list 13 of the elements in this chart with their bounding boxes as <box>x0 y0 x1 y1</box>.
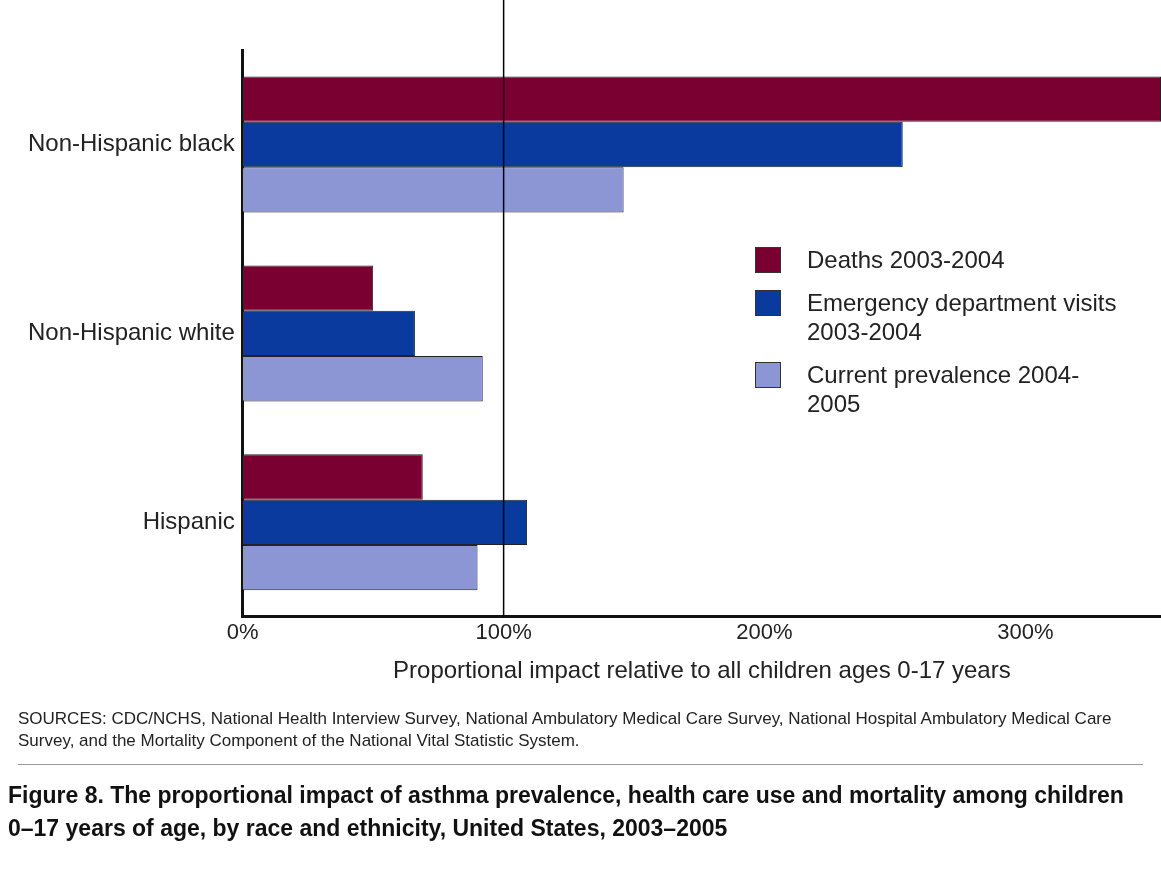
x-tick-label: 0% <box>226 619 259 645</box>
y-tick-label: Hispanic <box>142 506 235 534</box>
source-note: SOURCES: CDC/NCHS, National Health Interview Survey, National Ambulatory Medical Care Survey, National Hospital Ambulatory Medical Care Survey, and the Mortality Component of the National Vital Statistic System. <box>18 708 1113 752</box>
legend-label: Current prevalence 2004-2005 <box>807 360 1081 418</box>
x-axis-title: Proportional impact relative to all children ages 0-17 years <box>393 656 1011 684</box>
legend-label: Deaths 2003-2004 <box>807 245 1005 274</box>
y-tick-label: Non-Hispanic white <box>27 318 235 346</box>
x-tick-label: 200% <box>736 619 793 645</box>
legend-label: Emergency department visits 2003-2004 <box>807 288 1118 346</box>
x-tick-label: 100% <box>475 619 532 645</box>
x-tick-label: 300% <box>997 619 1054 645</box>
text: Figure 8. The proportional impact of asthma prevalence, health care use and mortality among children 0–17 years of age, by race and ethnicity, United States, 2003–2005 <box>8 781 1125 843</box>
y-tick-label: Non-Hispanic black <box>27 129 236 157</box>
